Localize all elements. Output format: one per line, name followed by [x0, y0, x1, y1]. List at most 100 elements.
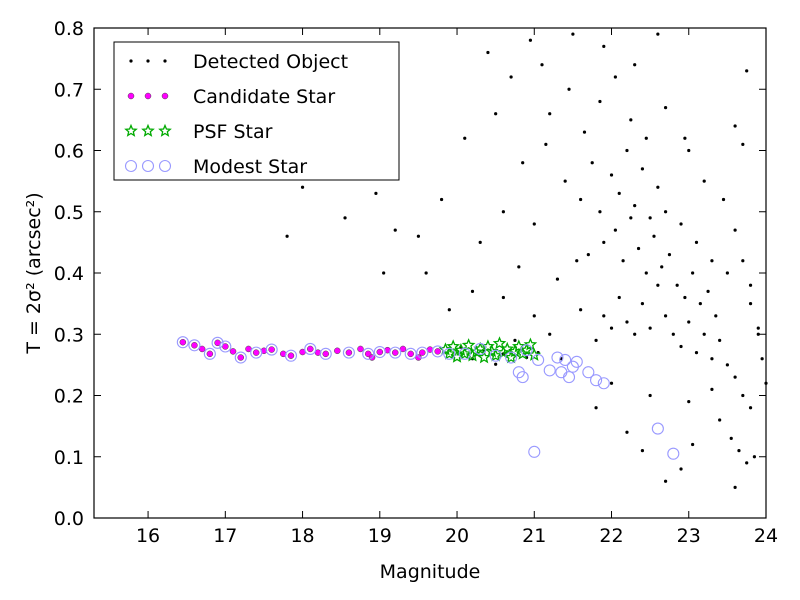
- detected-object-point: [679, 467, 683, 471]
- detected-object-point: [644, 136, 648, 140]
- detected-object-point: [540, 63, 544, 67]
- detected-object-point: [571, 32, 575, 36]
- modest-star-point: [566, 360, 579, 373]
- detected-object-point: [683, 136, 687, 140]
- detected-object-point: [300, 185, 305, 189]
- detected-object-point: [544, 142, 548, 146]
- y-tick-label: 0.0: [54, 508, 84, 530]
- modest-star-point: [651, 422, 664, 435]
- candidate-star-point: [357, 345, 364, 353]
- detected-object-point: [721, 197, 726, 202]
- plot-frame: [93, 27, 767, 519]
- legend-marker: [158, 123, 172, 137]
- detected-object-point: [687, 400, 691, 404]
- detected-object-point: [644, 271, 648, 275]
- detected-object-point: [494, 362, 498, 366]
- legend-label: PSF Star: [193, 121, 273, 143]
- candidate-star-point: [376, 348, 384, 356]
- detected-object-point: [640, 302, 645, 306]
- detected-object-point: [702, 332, 706, 336]
- modest-star-point: [512, 366, 525, 379]
- detected-object-point: [478, 240, 482, 244]
- psf-star-point: [523, 337, 538, 351]
- legend-marker: [129, 59, 133, 63]
- detected-object-point: [629, 216, 633, 220]
- detected-object-point: [424, 271, 428, 275]
- detected-object-point: [756, 332, 760, 336]
- detected-object-point: [579, 197, 583, 202]
- candidate-star-point: [407, 350, 414, 358]
- legend-marker: [163, 59, 167, 63]
- detected-object-point: [679, 344, 683, 349]
- candidate-star-series: [179, 338, 441, 361]
- detected-object-point: [687, 320, 691, 324]
- candidate-star-point: [434, 348, 441, 355]
- detected-object-point: [548, 332, 552, 336]
- detected-object-point: [706, 289, 710, 293]
- x-tick-label: 20: [445, 525, 469, 547]
- detected-object-point: [509, 75, 513, 79]
- detected-object-point: [718, 418, 722, 422]
- detected-object-point: [656, 32, 660, 36]
- detected-object-point: [663, 314, 668, 318]
- psf-star-point: [527, 347, 542, 361]
- detected-object-point: [752, 455, 757, 459]
- legend-item-psf-star: PSF Star: [124, 121, 273, 143]
- y-axis-label: T = 2σ² (arcsec²): [23, 192, 45, 354]
- legend-item-modest-star: Modest Star: [124, 156, 307, 178]
- modest-star-point: [562, 371, 576, 384]
- detected-object-point: [663, 210, 668, 214]
- y-tick-label: 0.4: [54, 263, 84, 285]
- modest-star-point: [203, 347, 216, 360]
- candidate-star-point: [307, 345, 314, 353]
- modest-star-point: [373, 345, 386, 359]
- detected-object-point: [582, 130, 587, 134]
- detected-object-point: [633, 204, 637, 208]
- detected-object-point: [748, 406, 753, 410]
- detected-object-point: [725, 363, 729, 367]
- modest-star-point: [188, 339, 201, 352]
- detected-object-point: [694, 240, 699, 244]
- modest-star-point: [443, 347, 456, 360]
- detected-object-point: [748, 302, 753, 306]
- detected-object-point: [501, 295, 505, 300]
- detected-object-point: [629, 118, 633, 122]
- modest-star-point: [570, 355, 583, 368]
- detected-object-point: [741, 259, 745, 263]
- candidate-star-point: [345, 349, 353, 356]
- modest-star-point: [431, 345, 444, 358]
- candidate-star-point: [287, 352, 295, 359]
- y-tick-label: 0.8: [54, 18, 84, 40]
- detected-object-point: [660, 265, 664, 269]
- detected-object-point: [671, 332, 675, 336]
- modest-star-point: [543, 364, 556, 377]
- detected-object-point: [285, 234, 289, 238]
- detected-object-point: [729, 436, 733, 440]
- detected-object-point: [760, 357, 764, 361]
- legend-item-detected-object: Detected Object: [129, 51, 348, 73]
- psf-star-point: [492, 336, 507, 350]
- psf-star-point: [473, 341, 488, 355]
- modest-star-point: [234, 351, 247, 364]
- x-tick-label: 16: [136, 525, 160, 547]
- candidate-star-point: [252, 349, 260, 356]
- x-tick-label: 18: [290, 525, 314, 547]
- detected-object-point: [343, 216, 347, 220]
- legend-marker: [141, 123, 155, 137]
- psf-star-point: [442, 346, 457, 360]
- detected-object-point: [675, 283, 679, 287]
- detected-object-point: [567, 87, 571, 91]
- detected-object-point: [636, 246, 641, 251]
- legend-item-candidate-star: Candidate Star: [127, 86, 335, 108]
- detected-object-point: [663, 106, 668, 110]
- detected-object-point: [640, 167, 645, 171]
- detected-object-point: [656, 283, 660, 287]
- detected-object-point: [691, 442, 695, 447]
- candidate-star-point: [268, 346, 275, 353]
- detected-object-point: [513, 338, 517, 342]
- detected-object-point: [733, 124, 737, 128]
- detected-object-point: [613, 228, 617, 232]
- modest-star-point: [404, 347, 417, 360]
- detected-object-point: [733, 228, 737, 232]
